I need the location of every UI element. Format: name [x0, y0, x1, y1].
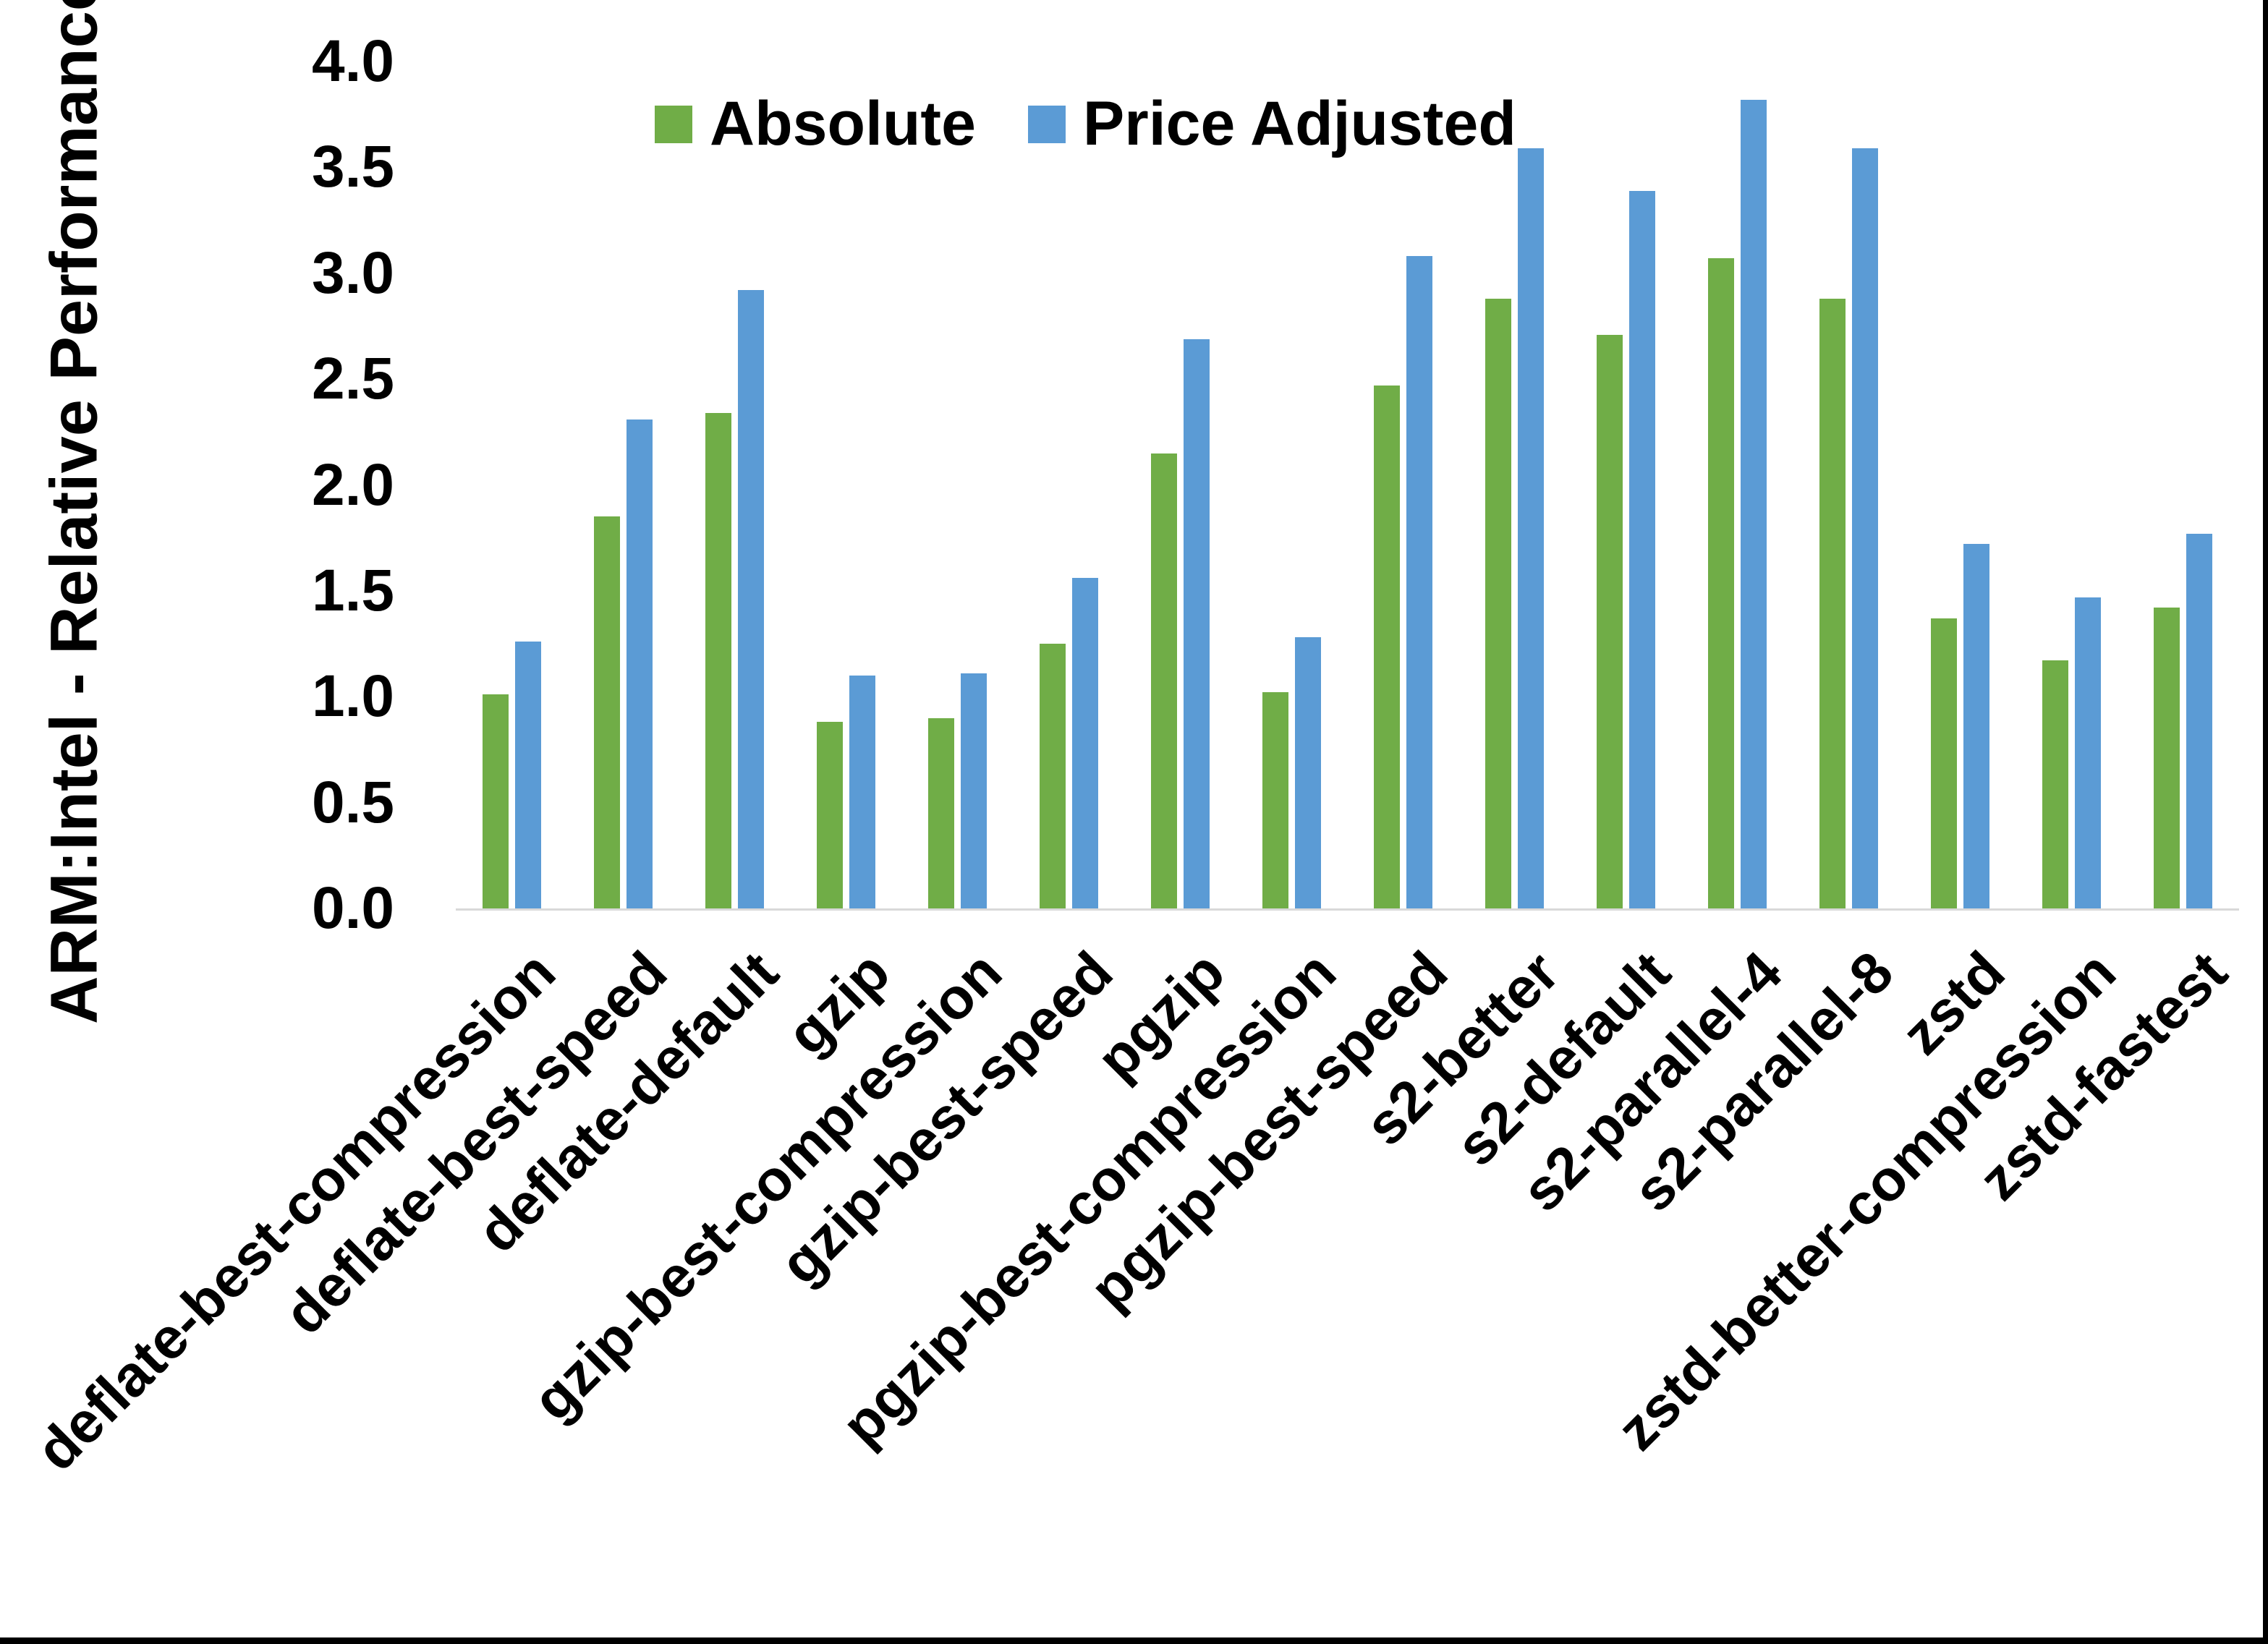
bar-group-zstd-better-compression [2016, 61, 2128, 908]
bar-price-adjusted-zstd [1963, 544, 1990, 908]
y-tick-label-1.0: 1.0 [312, 663, 394, 730]
bar-group-gzip-best-speed [1013, 61, 1124, 908]
y-tick-label-3.5: 3.5 [312, 134, 394, 200]
y-tick-label-2.0: 2.0 [312, 451, 394, 518]
legend-label-price-adjusted: Price Adjusted [1082, 89, 1516, 158]
bar-group-s2-default [1571, 61, 1682, 908]
bar-price-adjusted-deflate-best-speed [626, 419, 653, 908]
bar-absolute-zstd [1931, 618, 1958, 908]
bar-absolute-s2-better [1485, 298, 1512, 908]
bar-price-adjusted-zstd-better-compression [2075, 597, 2102, 908]
bar-group-zstd-fastest [2128, 61, 2239, 908]
plot-area [456, 61, 2239, 911]
bar-group-s2-better [1459, 61, 1571, 908]
bar-absolute-s2-default [1597, 334, 1623, 908]
legend-item-price-adjusted: Price Adjusted [1027, 88, 1516, 160]
legend-swatch-absolute [655, 105, 692, 143]
screenshot-border-right [2263, 0, 2268, 1644]
bar-absolute-gzip-best-compression [927, 717, 954, 908]
screenshot-border-bottom [0, 1637, 2268, 1644]
bar-group-deflate-default [679, 61, 790, 908]
bar-price-adjusted-gzip [849, 675, 875, 908]
bar-price-adjusted-deflate-best-compression [514, 642, 541, 908]
bar-group-pgzip [1124, 61, 1236, 908]
bar-group-pgzip-best-speed [1348, 61, 1459, 908]
legend-swatch-price-adjusted [1027, 105, 1066, 143]
bar-absolute-zstd-better-compression [2042, 660, 2069, 908]
bar-price-adjusted-gzip-best-speed [1071, 578, 1098, 908]
bar-price-adjusted-deflate-default [737, 290, 764, 908]
bar-absolute-gzip [816, 722, 843, 908]
y-tick-label-2.5: 2.5 [312, 346, 394, 412]
bar-absolute-pgzip-best-speed [1374, 385, 1401, 908]
bar-group-s2-parallel-8 [1793, 61, 1905, 908]
bar-price-adjusted-s2-default [1629, 190, 1656, 908]
bar-price-adjusted-s2-parallel-8 [1852, 148, 1879, 908]
bar-absolute-s2-parallel-4 [1708, 258, 1735, 908]
bar-absolute-deflate-best-speed [593, 516, 620, 908]
bar-price-adjusted-pgzip [1183, 338, 1210, 908]
bar-price-adjusted-pgzip-best-speed [1406, 256, 1433, 908]
bar-price-adjusted-s2-parallel-4 [1741, 99, 1767, 908]
y-tick-label-0.0: 0.0 [312, 875, 394, 941]
legend: Absolute Price Adjusted [655, 88, 1516, 160]
bar-group-zstd [1905, 61, 2016, 908]
y-tick-label-3.0: 3.0 [312, 239, 394, 306]
bar-price-adjusted-zstd-fastest [2186, 533, 2213, 908]
bar-group-deflate-best-compression [456, 61, 567, 908]
bar-absolute-deflate-best-compression [482, 694, 509, 908]
y-tick-label-1.5: 1.5 [312, 557, 394, 623]
bar-price-adjusted-s2-better [1518, 148, 1545, 908]
legend-label-absolute: Absolute [710, 89, 976, 158]
bar-absolute-deflate-default [705, 412, 731, 908]
bar-group-gzip [790, 61, 901, 908]
bar-absolute-gzip-best-speed [1039, 644, 1066, 908]
y-axis-title: ARM:Intel - Relative Performance [37, 0, 111, 1024]
bar-absolute-pgzip-best-compression [1262, 692, 1288, 908]
bar-group-gzip-best-compression [901, 61, 1013, 908]
y-tick-label-4.0: 4.0 [312, 28, 394, 94]
y-tick-label-0.5: 0.5 [312, 769, 394, 835]
bar-absolute-pgzip [1150, 453, 1177, 908]
bar-group-s2-parallel-4 [1682, 61, 1793, 908]
bar-price-adjusted-pgzip-best-compression [1294, 637, 1321, 908]
bar-price-adjusted-gzip-best-compression [960, 673, 987, 908]
bar-group-deflate-best-speed [567, 61, 679, 908]
bar-group-pgzip-best-compression [1236, 61, 1347, 908]
bar-absolute-s2-parallel-8 [1819, 298, 1846, 908]
bar-absolute-zstd-fastest [2154, 608, 2180, 908]
legend-item-absolute: Absolute [655, 88, 976, 160]
